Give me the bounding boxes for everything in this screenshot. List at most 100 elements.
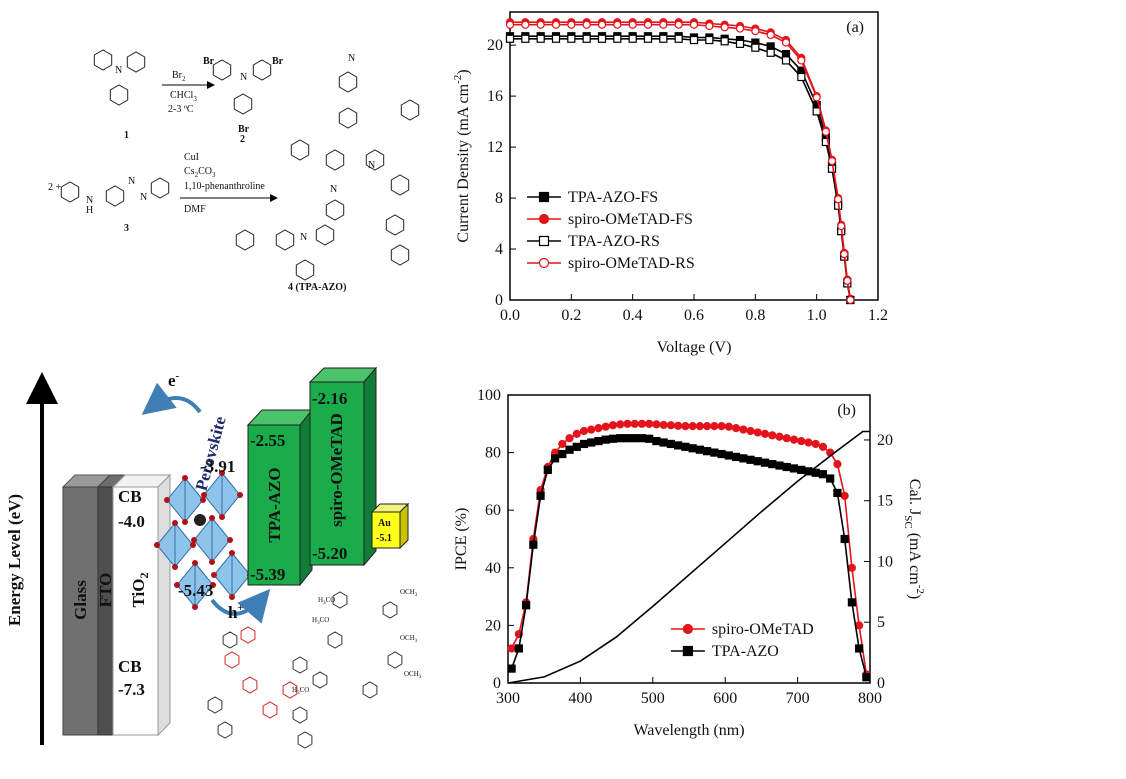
marker <box>645 419 654 428</box>
layer-label: spiro-OMeTAD <box>327 413 346 527</box>
atom <box>154 542 160 548</box>
decoration <box>60 49 420 749</box>
marker <box>781 56 791 65</box>
marker <box>652 420 661 429</box>
tio2-layer <box>112 486 159 736</box>
label-part: -2 <box>914 585 926 594</box>
x-tick-label: 0.4 <box>623 307 643 324</box>
marker <box>674 441 683 450</box>
marker <box>507 644 516 653</box>
x-tick-label: 0.0 <box>500 307 520 324</box>
marker <box>751 27 760 36</box>
atom: N <box>348 53 355 64</box>
marker <box>766 30 775 40</box>
layer-label: TPA-AZO <box>265 467 284 542</box>
label-part: ) <box>455 69 472 74</box>
energy-value: -5.39 <box>250 565 285 584</box>
chart: 0.0 0.2 0.4 0.6 0.8 1.0 1.2 0 4 8 12 16 20 Voltage (V… <box>452 11 888 356</box>
marker <box>720 37 729 46</box>
marker <box>521 34 530 43</box>
atom <box>182 475 188 481</box>
x-axis-label: Voltage (V) <box>657 339 732 356</box>
ring <box>390 244 410 266</box>
ring <box>338 107 358 129</box>
y-axis-label: IPCE (%) <box>453 508 470 571</box>
marker <box>608 434 618 443</box>
marker <box>705 21 714 31</box>
y2-tick-label: 10 <box>877 553 893 570</box>
atom <box>219 470 225 476</box>
y-tick-label: 40 <box>485 560 501 577</box>
legend-marker <box>538 257 550 269</box>
marker <box>630 434 639 443</box>
x-tick-label: 0.6 <box>684 307 704 324</box>
ring <box>275 229 295 251</box>
ring <box>93 49 113 71</box>
marker <box>689 20 699 29</box>
label-part: IPCE (%) <box>453 508 470 571</box>
marker <box>582 34 591 43</box>
marker <box>821 127 830 136</box>
atom <box>190 542 196 548</box>
marker <box>601 435 610 444</box>
marker <box>587 438 596 447</box>
marker <box>628 34 637 43</box>
atom <box>191 537 197 543</box>
methoxy: H3CO <box>292 686 309 696</box>
marker <box>613 20 622 29</box>
layer-label: TiO2 <box>129 573 151 608</box>
ring <box>312 671 328 689</box>
glass-layer <box>62 486 99 736</box>
y-tick-label: 20 <box>485 617 501 634</box>
label-part: SC <box>902 515 914 528</box>
label-part: -2 <box>452 75 464 84</box>
marker <box>613 34 622 43</box>
y-tick-label: 16 <box>487 88 503 105</box>
methoxy: H3CO <box>318 596 335 606</box>
marker <box>833 488 842 498</box>
marker <box>695 422 704 431</box>
marker <box>768 431 777 440</box>
marker <box>681 422 690 431</box>
marker <box>659 438 668 447</box>
methoxy: H3CO <box>312 616 329 626</box>
atom <box>219 514 225 520</box>
marker <box>645 434 654 443</box>
atom <box>237 492 243 498</box>
marker <box>601 422 610 431</box>
atom <box>201 492 207 498</box>
marker <box>735 24 745 33</box>
plot-frame <box>509 11 879 301</box>
legend-label: TPA-AZO <box>712 643 779 660</box>
ring <box>400 99 420 121</box>
marker <box>760 429 770 438</box>
atom <box>210 582 216 588</box>
marker <box>551 20 561 29</box>
ring <box>290 139 310 161</box>
marker <box>840 534 849 544</box>
catalyst: CuI <box>184 152 199 163</box>
ring <box>295 259 315 281</box>
atom <box>172 520 178 526</box>
y-tick-label: 80 <box>485 445 501 462</box>
marker <box>818 470 828 479</box>
marker <box>579 439 589 449</box>
y2-tick-label: 15 <box>877 493 893 510</box>
marker <box>702 447 712 456</box>
ring <box>212 59 232 81</box>
atom <box>182 519 188 525</box>
energy-value: -3.91 <box>200 457 235 476</box>
band-label: CB <box>118 657 142 676</box>
layer-label: Glass <box>71 580 90 620</box>
marker <box>766 48 775 57</box>
marker <box>616 434 625 443</box>
marker <box>821 137 830 147</box>
panel-label: (a) <box>846 19 864 36</box>
marker <box>846 295 855 305</box>
ring <box>315 224 335 246</box>
marker <box>768 460 777 469</box>
ring <box>224 651 240 669</box>
marker <box>827 164 837 173</box>
marker <box>797 72 806 82</box>
